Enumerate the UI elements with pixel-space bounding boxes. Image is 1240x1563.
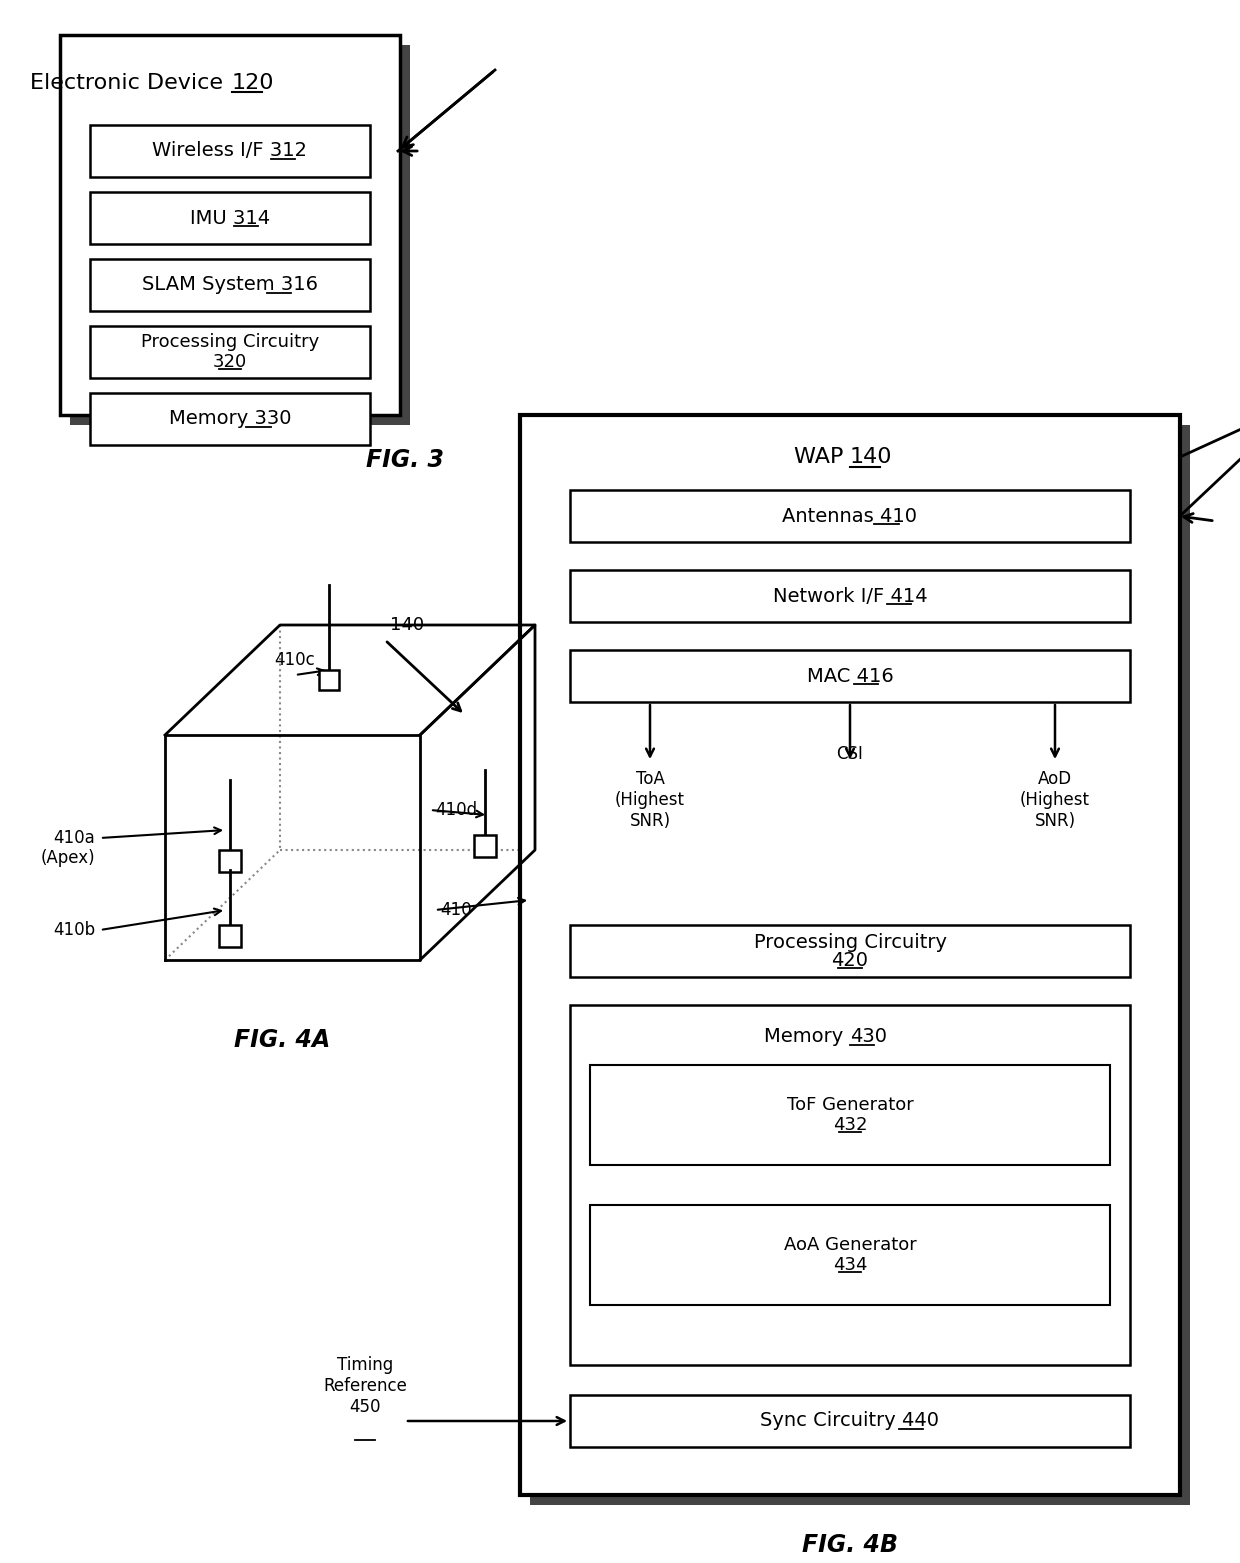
Text: Processing Circuitry: Processing Circuitry: [754, 933, 946, 952]
Text: (Apex): (Apex): [41, 849, 95, 867]
Text: 410b: 410b: [53, 921, 95, 939]
Text: IMU 314: IMU 314: [190, 208, 270, 228]
Text: 432: 432: [833, 1116, 867, 1135]
Text: Processing Circuitry: Processing Circuitry: [141, 333, 319, 352]
Bar: [570, 650, 1130, 702]
Bar: [60, 34, 401, 416]
Text: Network I/F 414: Network I/F 414: [773, 586, 928, 605]
Bar: [570, 489, 1130, 542]
Text: Electronic Device: Electronic Device: [30, 73, 229, 94]
Text: 140: 140: [849, 447, 893, 467]
Text: Memory 330: Memory 330: [169, 410, 291, 428]
Bar: [529, 425, 1190, 1505]
Text: 120: 120: [232, 73, 274, 94]
Text: FIG. 4B: FIG. 4B: [802, 1533, 898, 1557]
Text: WAP: WAP: [794, 447, 849, 467]
Text: ToA
(Highest
SNR): ToA (Highest SNR): [615, 771, 684, 830]
Bar: [69, 45, 410, 425]
Text: 410a: 410a: [53, 828, 95, 847]
Text: MAC 416: MAC 416: [807, 666, 893, 686]
Text: Memory: Memory: [765, 1027, 849, 1047]
Text: Antennas 410: Antennas 410: [782, 506, 918, 525]
Bar: [219, 925, 241, 947]
Bar: [590, 1064, 1110, 1164]
Text: SLAM System 316: SLAM System 316: [143, 275, 317, 294]
Text: AoA Generator: AoA Generator: [784, 1236, 916, 1254]
Bar: [219, 850, 241, 872]
Text: 410c: 410c: [274, 652, 315, 669]
Bar: [570, 925, 1130, 977]
Bar: [570, 1005, 1130, 1364]
Text: Timing
Reference
450: Timing Reference 450: [324, 1357, 407, 1416]
Text: 410d: 410d: [435, 800, 477, 819]
Text: FIG. 4A: FIG. 4A: [234, 1028, 331, 1052]
Bar: [590, 1205, 1110, 1305]
Bar: [91, 392, 370, 445]
Bar: [520, 416, 1180, 1494]
Bar: [91, 192, 370, 244]
Bar: [91, 259, 370, 311]
Bar: [91, 125, 370, 177]
Text: 410: 410: [440, 900, 471, 919]
Bar: [570, 570, 1130, 622]
Text: AoD
(Highest
SNR): AoD (Highest SNR): [1021, 771, 1090, 830]
Bar: [570, 1396, 1130, 1447]
Text: 430: 430: [849, 1027, 887, 1047]
Text: 320: 320: [213, 353, 247, 370]
Text: Wireless I/F 312: Wireless I/F 312: [153, 142, 308, 161]
Text: Sync Circuitry 440: Sync Circuitry 440: [760, 1411, 940, 1430]
Text: FIG. 3: FIG. 3: [366, 449, 444, 472]
Text: 140: 140: [391, 616, 424, 635]
Bar: [474, 835, 496, 857]
Bar: [319, 671, 339, 689]
Text: 420: 420: [832, 950, 868, 969]
Text: ToF Generator: ToF Generator: [786, 1096, 914, 1114]
Bar: [91, 327, 370, 378]
Text: CSI: CSI: [837, 746, 863, 763]
Text: 434: 434: [833, 1257, 867, 1274]
